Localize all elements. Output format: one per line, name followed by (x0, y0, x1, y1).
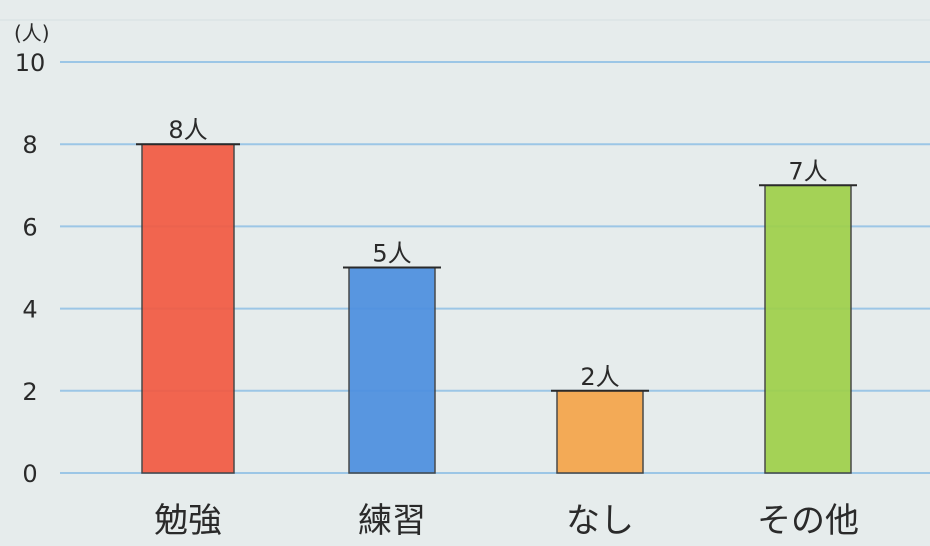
y-tick-label: 10 (15, 49, 46, 77)
bar (141, 143, 235, 474)
bar-data-label: 7人 (788, 157, 827, 185)
y-tick-label: 4 (22, 296, 37, 324)
x-category-label: なし (566, 501, 634, 541)
y-axis-unit-label: (人) (14, 21, 50, 45)
y-tick-label: 6 (22, 213, 37, 241)
y-tick-label: 8 (22, 131, 37, 159)
bar (764, 184, 852, 474)
y-tick-label: 0 (22, 460, 37, 488)
category-labels: 勉強 練習 なし その他 (154, 501, 859, 541)
x-category-label: 練習 (358, 501, 426, 541)
y-tick-label: 2 (22, 378, 37, 406)
bar-data-label: 5人 (372, 240, 411, 268)
x-category-label: 勉強 (154, 501, 222, 541)
x-category-label: その他 (757, 501, 859, 541)
bar (556, 390, 644, 474)
bar (348, 266, 436, 474)
bar-data-label: 2人 (580, 363, 619, 391)
bars: 8人 5人 2人 7人 (136, 116, 857, 474)
bar-data-label: 8人 (168, 116, 207, 144)
y-axis-tick-labels: 0 2 4 6 8 10 (15, 49, 46, 488)
